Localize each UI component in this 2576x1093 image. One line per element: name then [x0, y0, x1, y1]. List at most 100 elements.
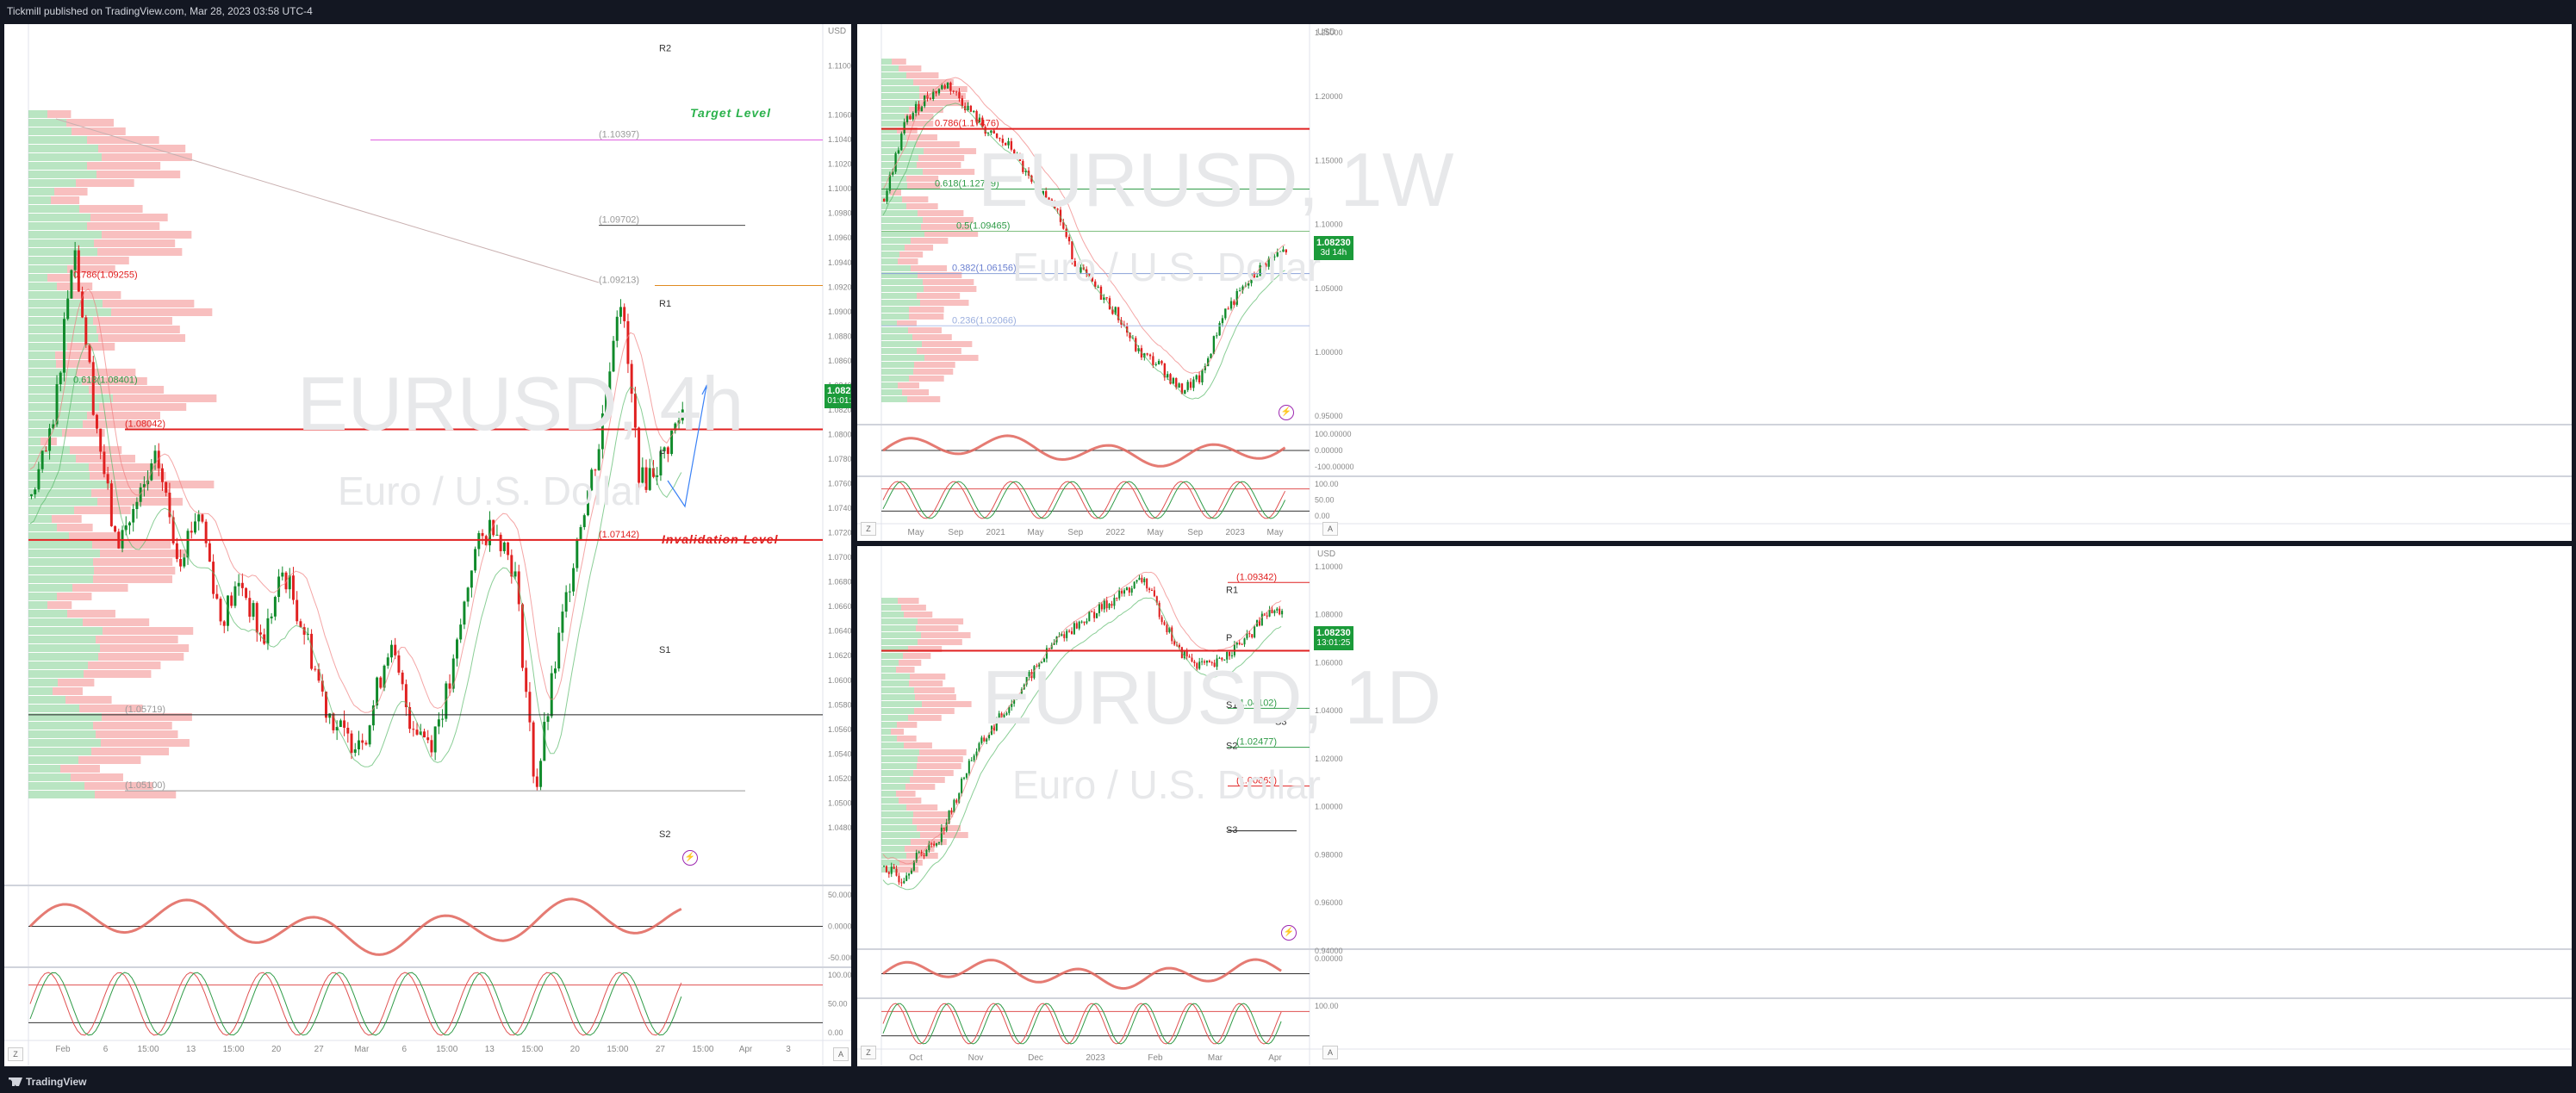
volume-profile-bar-buy — [28, 386, 89, 394]
candle — [887, 872, 890, 874]
volume-profile-bar-buy — [28, 593, 57, 600]
candle — [1118, 590, 1121, 599]
candle — [1157, 361, 1160, 364]
candle — [937, 89, 941, 94]
volume-profile-bar-buy — [881, 265, 911, 271]
volume-profile-bar-buy — [28, 179, 76, 187]
volume-profile-bar-buy — [881, 749, 919, 755]
fib-label: 0.618(1.12769) — [935, 178, 999, 189]
osc1-tick-label: 100.00000 — [1315, 430, 1352, 438]
candle — [652, 468, 655, 477]
time-tick-label: 6 — [401, 1045, 407, 1054]
volume-profile-bar-buy — [881, 210, 918, 216]
price-tick-label: 1.08000 — [1315, 611, 1343, 619]
candle — [925, 849, 928, 857]
candle — [179, 559, 183, 567]
events-lightning-icon[interactable]: ⚡ — [1281, 925, 1297, 941]
price-tick-label: 1.10000 — [1315, 220, 1343, 229]
volume-profile-bar-buy — [28, 661, 88, 669]
volume-profile-bar-buy — [28, 558, 93, 566]
auto-scale-button[interactable]: A — [1322, 1046, 1338, 1059]
candle — [1103, 297, 1105, 300]
volume-profile-bar-sell — [909, 376, 944, 382]
volume-profile-bar-sell — [91, 748, 170, 755]
time-tick-label: 27 — [656, 1045, 666, 1054]
volume-profile-bar-buy — [881, 598, 898, 604]
stoch-k-line — [882, 481, 1286, 519]
auto-scale-button[interactable]: A — [1322, 522, 1338, 536]
volume-profile-bar-sell — [907, 183, 941, 189]
candle — [1121, 590, 1123, 594]
volume-profile-bar-sell — [905, 121, 934, 127]
candle — [986, 133, 990, 134]
chart-1w-canvas[interactable]: 0.786(1.17476) 0.618(1.12769) 0.5(1.09465)… — [857, 24, 2572, 541]
candle — [281, 572, 284, 577]
volume-profile-bar-sell — [913, 811, 954, 817]
chart-1d-canvas[interactable]: (1.09342) (1.04102) (1.02477) (1.00863) R1 P S… — [857, 546, 2572, 1066]
volume-profile-bar-sell — [911, 265, 948, 271]
zoom-toggle-button[interactable]: Z — [861, 522, 876, 536]
auto-scale-button[interactable]: A — [833, 1047, 849, 1061]
candle — [292, 575, 295, 600]
time-tick-label: May — [1267, 528, 1284, 537]
events-lightning-icon[interactable]: ⚡ — [1279, 405, 1294, 420]
volume-profile-bar-buy — [881, 646, 908, 652]
candle — [1066, 630, 1068, 638]
volume-profile-bar-sell — [924, 355, 979, 361]
candle — [1062, 221, 1065, 229]
candle — [1196, 662, 1198, 669]
candle — [1178, 644, 1180, 648]
candle — [623, 307, 626, 321]
candle — [106, 474, 109, 484]
volume-profile-bar-buy — [881, 286, 924, 292]
chart-panel-1d[interactable]: (1.09342) (1.04102) (1.02477) (1.00863) R1 P S… — [857, 546, 2572, 1066]
volume-profile-bar-sell — [71, 773, 123, 781]
candle — [1279, 608, 1281, 615]
zoom-toggle-button[interactable]: Z — [8, 1047, 23, 1061]
chart-panel-1w[interactable]: 0.786(1.17476) 0.618(1.12769) 0.5(1.09465)… — [857, 24, 2572, 541]
volume-profile-bar-sell — [47, 110, 72, 118]
volume-profile-bar-buy — [881, 307, 909, 313]
volume-profile-bar-sell — [897, 127, 918, 134]
candle — [96, 414, 98, 429]
chart-4h-canvas[interactable]: (1.10397) (1.09702) (1.09213) 0.786(1.09255… — [4, 24, 851, 1066]
pivot-label: R1 — [1226, 585, 1238, 595]
volume-profile-bar-sell — [100, 644, 190, 652]
osc1-tick-label: 0.00000 — [1315, 954, 1343, 963]
candle — [1003, 714, 1005, 717]
candle — [1175, 377, 1178, 388]
candle — [644, 467, 648, 490]
volume-profile-bar-sell — [902, 196, 929, 202]
tradingview-logo[interactable]: TradingView — [9, 1076, 86, 1088]
volume-profile-bar-buy — [881, 341, 922, 347]
volume-profile-bar-buy — [28, 705, 79, 712]
volume-profile-bar-sell — [89, 386, 165, 394]
events-lightning-icon[interactable]: ⚡ — [682, 850, 698, 866]
candle — [1123, 590, 1126, 594]
pivot-label: S3 — [1275, 717, 1286, 728]
volume-profile-bar-buy — [28, 394, 113, 402]
chart-panel-4h[interactable]: (1.10397) (1.09702) (1.09213) 0.786(1.09255… — [4, 24, 851, 1066]
candle — [1010, 140, 1013, 150]
price-tick-label: 1.09200 — [828, 283, 851, 291]
volume-profile-bar-sell — [98, 145, 186, 152]
candle — [1141, 577, 1143, 583]
volume-profile-bar-buy — [28, 541, 92, 549]
volume-profile-bar-buy — [881, 736, 897, 742]
volume-profile-bar-sell — [899, 860, 923, 866]
volume-profile-bar-sell — [914, 708, 955, 714]
zoom-toggle-button[interactable]: Z — [861, 1046, 876, 1059]
candle — [903, 121, 905, 134]
candle — [1007, 140, 1010, 146]
volume-profile-bar-sell — [918, 155, 965, 161]
volume-profile-bar-sell — [67, 265, 115, 273]
candle — [1238, 290, 1241, 292]
volume-profile-bar-buy — [881, 722, 897, 728]
candle — [1168, 627, 1171, 633]
fib-label: (1.07142) — [599, 530, 639, 540]
volume-profile-bar-buy — [28, 300, 103, 307]
candle — [1160, 617, 1163, 623]
candle — [59, 372, 62, 385]
volume-profile-bar-buy — [881, 320, 897, 326]
candle — [492, 519, 495, 536]
